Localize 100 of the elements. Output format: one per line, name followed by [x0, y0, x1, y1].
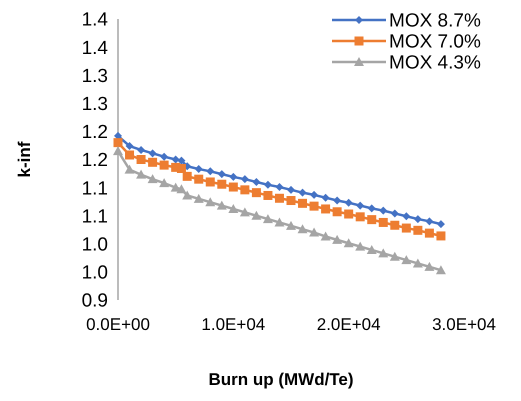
point	[436, 231, 446, 240]
point	[356, 202, 364, 210]
point	[436, 220, 445, 228]
point	[309, 228, 320, 237]
point	[412, 258, 423, 268]
point	[274, 194, 284, 203]
point	[298, 224, 308, 234]
point	[240, 185, 250, 194]
point	[414, 215, 422, 224]
point	[333, 196, 342, 205]
point	[229, 172, 238, 181]
point	[125, 150, 134, 160]
point	[126, 142, 134, 150]
point	[367, 215, 376, 224]
point	[344, 238, 354, 248]
point	[252, 178, 260, 186]
point	[390, 252, 400, 261]
point	[402, 224, 411, 233]
legend-label: MOX 7.0%	[389, 32, 481, 53]
point	[240, 175, 249, 184]
point	[228, 204, 238, 213]
point	[322, 194, 330, 202]
point	[355, 242, 366, 251]
y-tick-label: 1.4	[82, 10, 108, 31]
y-tick-label: 1.1	[82, 178, 108, 200]
point	[356, 212, 365, 222]
y-tick-label: 1.0	[82, 234, 108, 256]
point	[424, 228, 434, 238]
point	[148, 158, 158, 167]
point	[124, 164, 135, 174]
point	[160, 152, 168, 161]
point	[159, 178, 170, 188]
point	[137, 146, 146, 154]
point	[425, 217, 434, 226]
point	[263, 190, 272, 200]
legend-label: MOX 4.3%	[389, 52, 481, 74]
point	[148, 149, 157, 158]
point	[194, 174, 204, 184]
y-tick-label: 1.2	[82, 122, 108, 144]
y-tick-label: 1.3	[82, 66, 108, 87]
point	[160, 160, 169, 170]
point	[182, 172, 192, 181]
point	[424, 262, 434, 271]
point	[436, 265, 446, 274]
point	[390, 220, 400, 230]
point	[298, 198, 308, 208]
point	[413, 226, 422, 235]
x-tick-label: 2.0E+04	[316, 315, 381, 334]
point	[402, 212, 410, 220]
point	[251, 210, 262, 220]
x-tick-label: 1.0E+04	[201, 315, 266, 334]
x-tick-label: 0.0E+00	[86, 315, 150, 334]
y-tick-label: 1.4	[82, 38, 108, 59]
point	[176, 164, 186, 173]
point	[228, 182, 238, 192]
x-tick-label: 3.0E+04	[432, 315, 496, 334]
point	[274, 217, 284, 226]
point	[320, 231, 331, 240]
point	[136, 170, 146, 179]
point	[368, 204, 376, 212]
point	[240, 207, 250, 216]
y-tick-label: 1.2	[82, 150, 108, 172]
point	[177, 156, 186, 165]
point	[286, 220, 296, 230]
y-axis-title: k-inf	[15, 141, 34, 178]
point	[136, 155, 146, 164]
x-axis-title: Burn up (MWd/Te)	[208, 370, 354, 389]
point	[206, 177, 215, 186]
point	[321, 204, 330, 214]
point	[298, 188, 307, 197]
legend-label: MOX 8.7%	[389, 10, 481, 32]
point	[344, 198, 353, 207]
point	[275, 183, 284, 192]
point	[172, 156, 180, 164]
point	[262, 214, 273, 224]
point	[401, 255, 412, 264]
point	[205, 197, 216, 206]
point	[332, 234, 342, 244]
point	[264, 180, 272, 189]
point	[148, 174, 158, 184]
point	[310, 202, 319, 211]
point	[206, 167, 214, 176]
point	[194, 165, 203, 174]
point	[217, 180, 226, 189]
point	[378, 218, 388, 227]
point	[378, 248, 388, 258]
point	[114, 138, 122, 148]
point	[252, 188, 261, 198]
point	[113, 146, 123, 156]
point	[218, 170, 226, 178]
y-tick-label: 1.0	[82, 262, 108, 284]
y-tick-label: 0.9	[82, 290, 108, 312]
point	[390, 209, 399, 218]
point	[366, 244, 377, 254]
point	[310, 190, 318, 199]
point	[344, 210, 354, 219]
y-tick-label: 1.1	[82, 206, 108, 228]
point	[332, 207, 342, 216]
point	[182, 190, 192, 200]
point	[287, 186, 295, 194]
